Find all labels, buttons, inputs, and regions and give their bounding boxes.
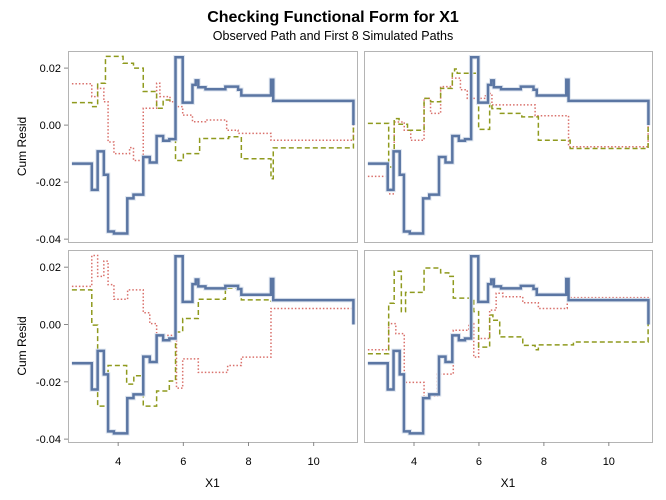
y-tick-label: -0.02 <box>36 377 61 389</box>
panel-3: 0.02 0.00 -0.02 -0.04 Cum Resid 4 6 8 10 X1 <box>15 250 358 490</box>
x-tick-label: 8 <box>245 456 251 468</box>
simulated-path-1 <box>71 254 354 389</box>
simulated-path-1 <box>71 82 355 162</box>
panel-frame <box>364 51 653 243</box>
y-tick-label: -0.04 <box>36 434 61 446</box>
y-axis-label: Cum Resid <box>15 117 29 176</box>
x-tick-label: 8 <box>541 456 547 468</box>
x-tick-label: 4 <box>411 456 417 468</box>
x-tick-label: 6 <box>476 456 482 468</box>
simulated-path-2 <box>71 287 354 407</box>
simulated-path-1 <box>367 77 649 195</box>
observed-path <box>71 56 355 235</box>
chart-title: Checking Functional Form for X1 <box>207 9 459 26</box>
x-tick-label: 10 <box>603 456 615 468</box>
observed-path-halo <box>71 254 356 436</box>
simulated-path-1 <box>367 292 649 397</box>
x-axis-label: X1 <box>205 476 220 490</box>
simulated-path-2 <box>367 267 649 355</box>
y-tick-label: -0.04 <box>36 234 61 246</box>
x-axis-label: X1 <box>501 476 516 490</box>
panel-frame <box>68 51 358 243</box>
panel-frame <box>364 250 653 443</box>
x-tick-label: 4 <box>115 456 121 468</box>
observed-path <box>71 255 355 435</box>
panel-2 <box>364 51 653 243</box>
y-tick-label: 0.02 <box>40 262 61 274</box>
chart-subtitle: Observed Path and First 8 Simulated Path… <box>212 29 454 43</box>
x-tick-label: 6 <box>180 456 186 468</box>
panel-4: 4 6 8 10 X1 <box>364 250 653 490</box>
y-tick-label: 0.00 <box>40 320 61 332</box>
x-tick-label: 10 <box>308 456 320 468</box>
simulated-path-2 <box>71 55 355 180</box>
y-tick-label: 0.00 <box>40 120 61 132</box>
observed-path <box>367 56 650 235</box>
observed-path-halo <box>367 254 651 436</box>
panel-frame <box>68 250 358 443</box>
panel-1: 0.02 0.00 -0.02 -0.04 Cum Resid <box>15 51 358 246</box>
y-tick-label: -0.02 <box>36 177 61 189</box>
observed-path-halo <box>367 55 651 236</box>
y-axis-label: Cum Resid <box>15 316 29 375</box>
simulated-path-2 <box>367 68 649 168</box>
observed-path <box>367 255 650 435</box>
y-tick-label: 0.02 <box>40 63 61 75</box>
